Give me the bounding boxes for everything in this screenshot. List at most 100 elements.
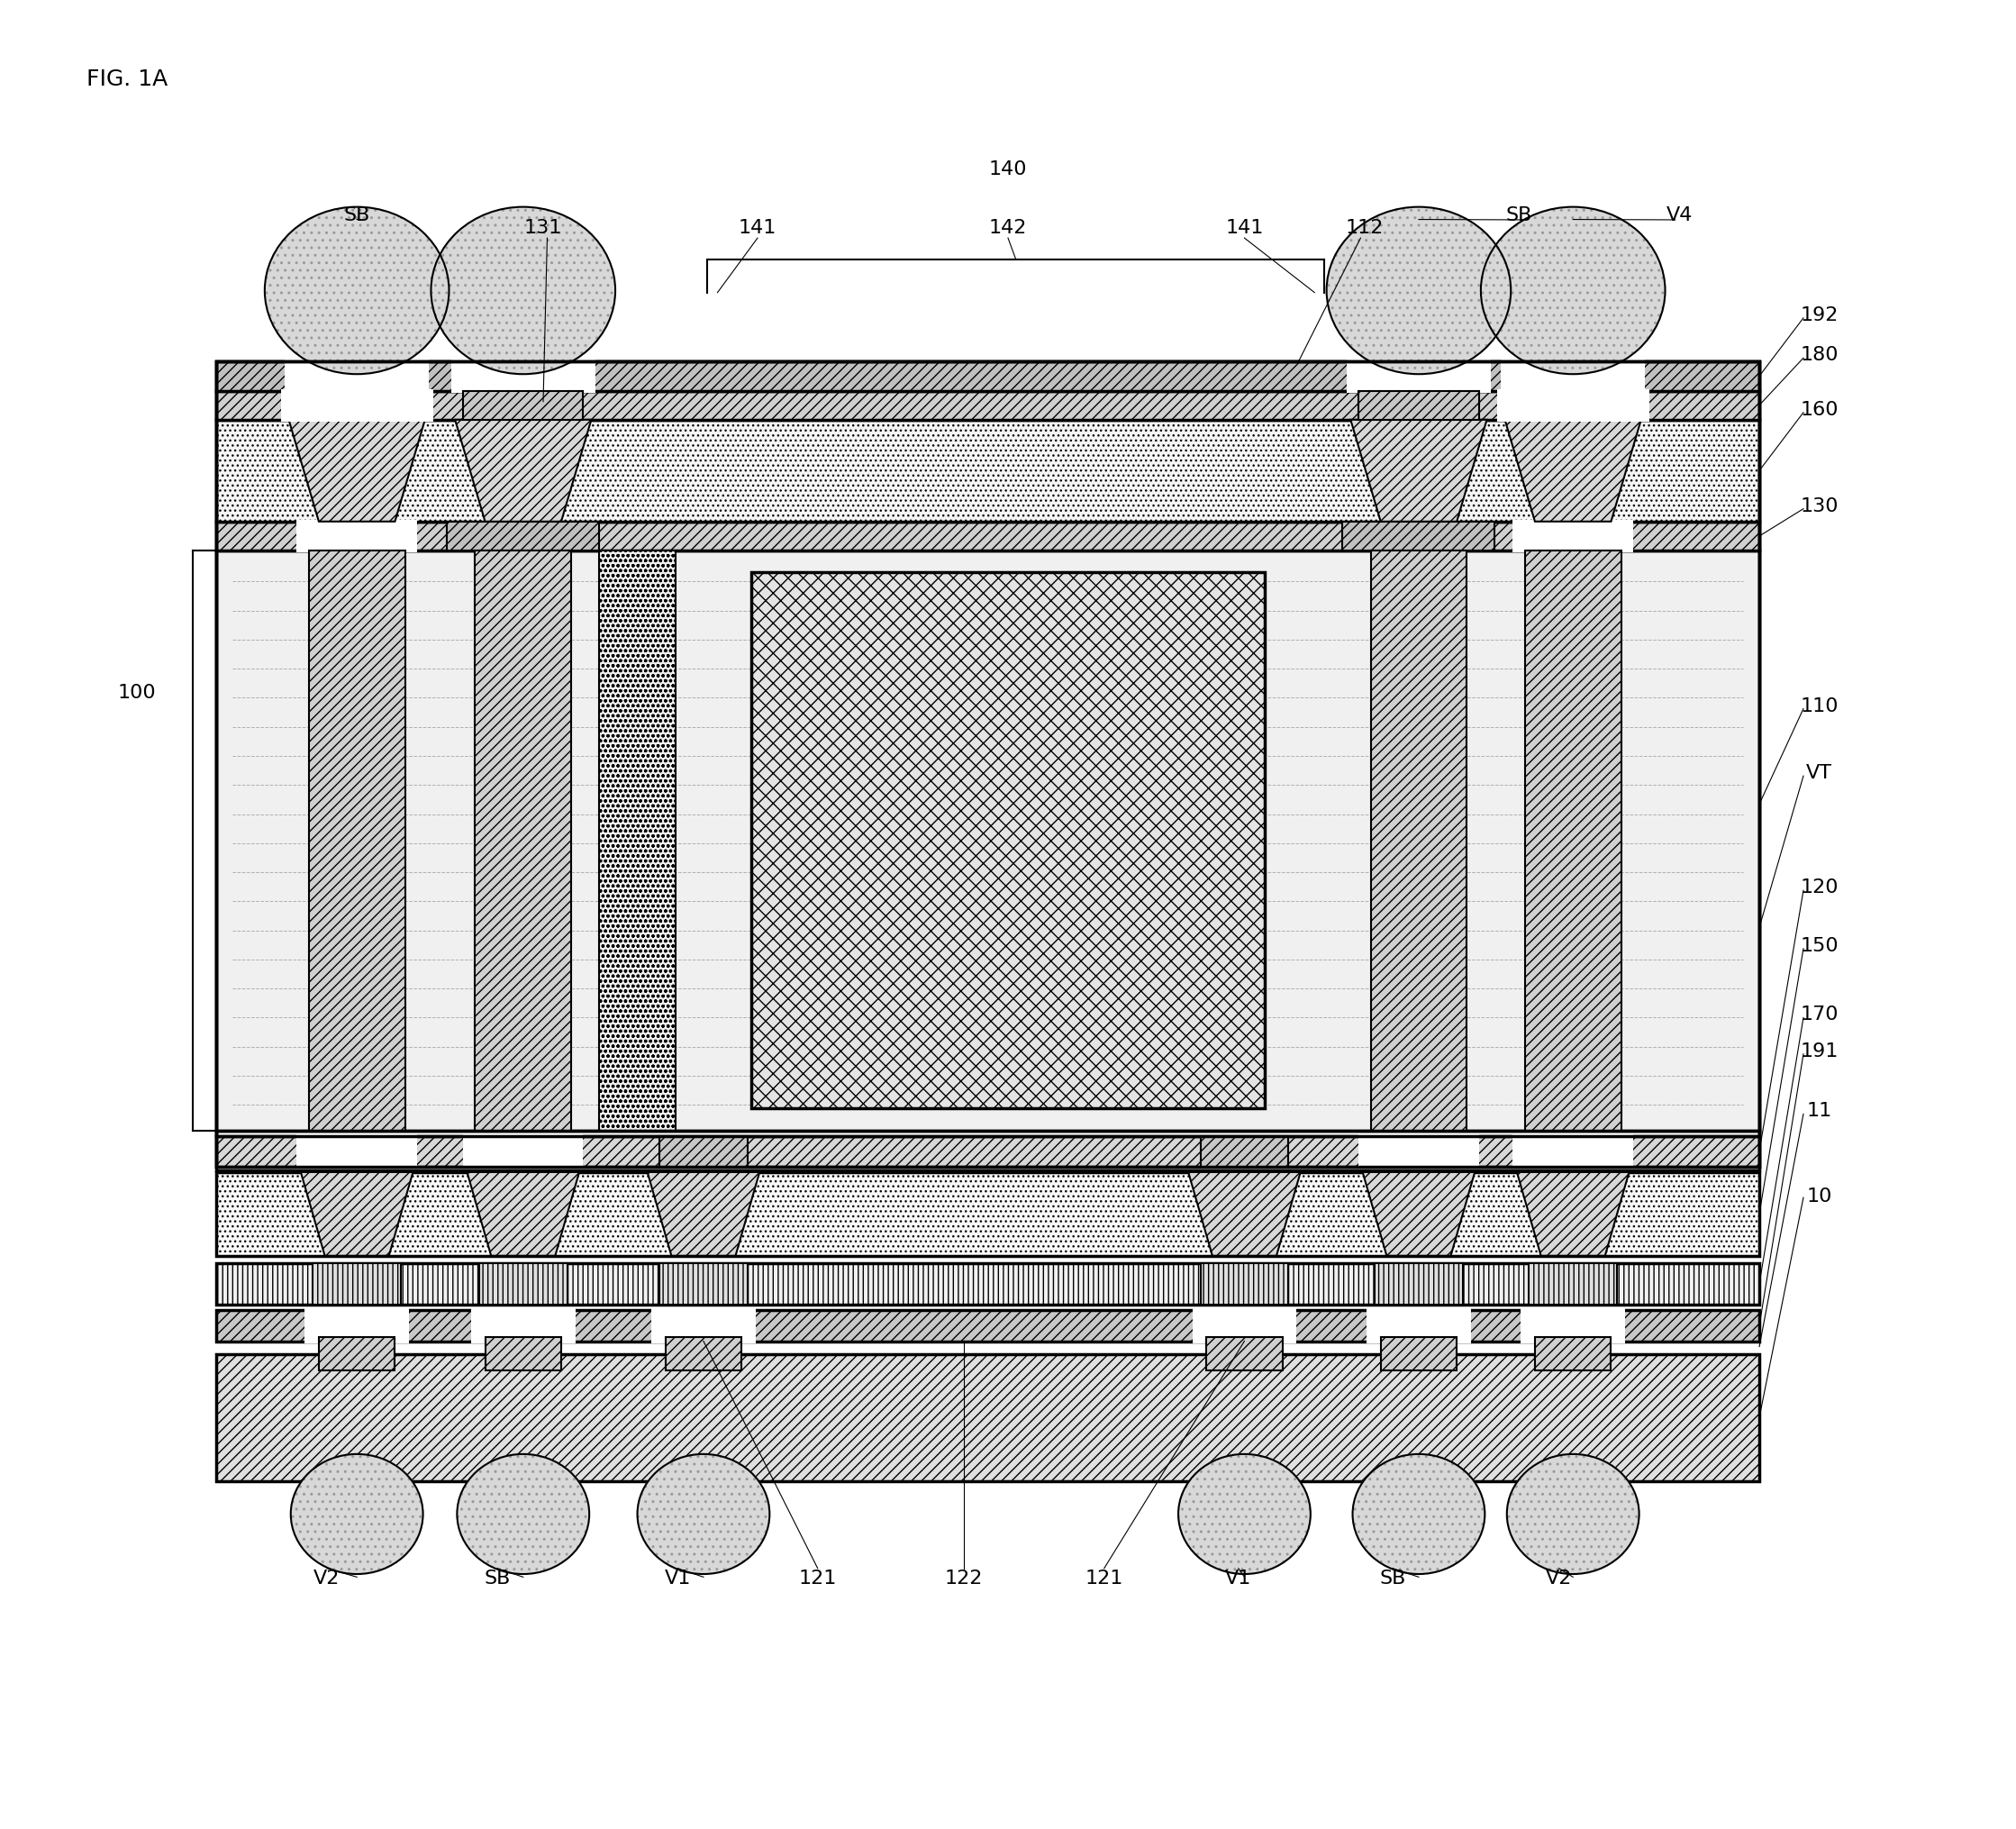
Polygon shape (1516, 1172, 1629, 1257)
Text: SB: SB (484, 1569, 510, 1586)
Bar (216, 362, 1760, 1167)
Bar (1200, 1264, 1288, 1306)
Bar (1206, 1337, 1282, 1370)
Bar (1528, 1264, 1617, 1306)
Text: 192: 192 (1800, 305, 1839, 324)
Bar (296, 519, 417, 552)
Bar (452, 360, 595, 393)
Bar (1191, 1310, 1296, 1342)
Text: V2: V2 (314, 1569, 341, 1586)
Bar (216, 551, 1760, 1130)
Bar (472, 1310, 575, 1342)
Bar (1347, 360, 1492, 393)
Bar (216, 1264, 1760, 1306)
Bar (319, 1337, 395, 1370)
Text: VT: VT (1806, 765, 1833, 781)
Text: V2: V2 (1546, 1569, 1572, 1586)
Text: 191: 191 (1800, 1043, 1839, 1059)
Bar (1500, 360, 1645, 393)
Text: V1: V1 (663, 1569, 691, 1586)
Text: 100: 100 (117, 684, 155, 702)
Polygon shape (647, 1172, 760, 1257)
Bar (1359, 391, 1480, 421)
Text: 141: 141 (738, 219, 776, 238)
Bar (304, 1310, 409, 1342)
Polygon shape (1363, 1172, 1476, 1257)
Bar (216, 421, 1760, 521)
Bar (1524, 551, 1621, 1130)
Bar (1520, 1310, 1625, 1342)
Text: 120: 120 (1800, 878, 1839, 896)
Polygon shape (456, 421, 591, 521)
Circle shape (431, 209, 615, 375)
Circle shape (1327, 209, 1510, 375)
Circle shape (1177, 1454, 1310, 1575)
Text: 121: 121 (1085, 1569, 1123, 1586)
Text: 11: 11 (1806, 1101, 1833, 1119)
Text: 122: 122 (946, 1569, 984, 1586)
Text: FIG. 1A: FIG. 1A (87, 68, 167, 90)
Text: 150: 150 (1800, 936, 1839, 955)
Bar (1381, 1337, 1458, 1370)
Bar (659, 1136, 748, 1167)
Bar (1496, 390, 1649, 422)
Bar (1375, 1264, 1464, 1306)
Bar (216, 362, 1760, 1136)
Polygon shape (300, 1172, 413, 1257)
Bar (476, 551, 571, 1130)
Bar (486, 1337, 560, 1370)
Bar (651, 1310, 756, 1342)
Bar (1512, 1134, 1633, 1169)
Polygon shape (1351, 421, 1488, 521)
Text: SB: SB (1506, 207, 1532, 225)
Bar (216, 362, 1760, 391)
Polygon shape (1187, 1172, 1300, 1257)
Bar (1343, 521, 1494, 551)
Circle shape (1353, 1454, 1486, 1575)
Text: SB: SB (343, 207, 371, 225)
Text: 131: 131 (524, 219, 562, 238)
Bar (296, 1134, 417, 1169)
Bar (1371, 551, 1468, 1130)
Text: 112: 112 (1345, 219, 1383, 238)
Bar (1200, 1136, 1288, 1167)
Bar (280, 390, 433, 422)
Text: 121: 121 (798, 1569, 837, 1586)
Text: V1: V1 (1226, 1569, 1252, 1586)
Bar (216, 1172, 1760, 1257)
Bar (308, 551, 405, 1130)
Polygon shape (1504, 421, 1641, 521)
Bar (216, 391, 1760, 421)
Text: 130: 130 (1800, 497, 1839, 514)
Bar (480, 1264, 566, 1306)
Circle shape (1482, 209, 1665, 375)
Bar (1534, 1337, 1611, 1370)
Bar (665, 1337, 742, 1370)
Text: 170: 170 (1800, 1006, 1839, 1024)
Circle shape (290, 1454, 423, 1575)
Text: 142: 142 (990, 219, 1026, 238)
Bar (216, 1136, 1760, 1167)
Bar (464, 1134, 583, 1169)
Bar (752, 572, 1264, 1108)
Text: 141: 141 (1226, 219, 1264, 238)
Text: 10: 10 (1806, 1187, 1833, 1205)
Polygon shape (468, 1172, 579, 1257)
Text: 160: 160 (1800, 401, 1839, 419)
Bar (1512, 519, 1633, 552)
Bar (448, 521, 599, 551)
Circle shape (637, 1454, 770, 1575)
Bar (216, 1130, 1760, 1171)
Bar (216, 1311, 1760, 1341)
Text: V4: V4 (1665, 207, 1691, 225)
Polygon shape (288, 421, 425, 521)
Text: 110: 110 (1800, 697, 1839, 715)
Text: SB: SB (1379, 1569, 1405, 1586)
Bar (216, 521, 1760, 551)
Bar (1359, 1134, 1480, 1169)
Text: 180: 180 (1800, 346, 1839, 364)
Circle shape (264, 209, 450, 375)
Bar (284, 360, 429, 393)
Circle shape (1506, 1454, 1639, 1575)
Bar (659, 1264, 748, 1306)
